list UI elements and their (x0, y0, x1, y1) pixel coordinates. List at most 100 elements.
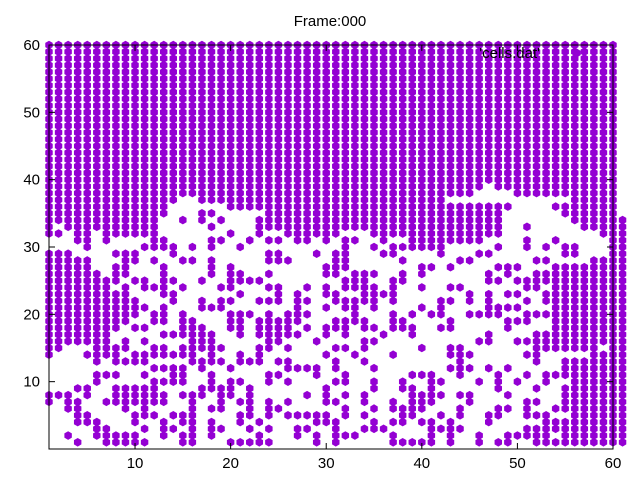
data-point (523, 141, 531, 151)
data-point (255, 215, 264, 225)
data-point (217, 128, 225, 137)
data-point (140, 108, 149, 117)
data-point (198, 390, 206, 400)
data-point (379, 168, 388, 178)
data-point (398, 417, 407, 427)
data-point (389, 283, 397, 292)
data-point (437, 101, 445, 110)
data-point (398, 316, 407, 326)
data-point (150, 209, 158, 218)
data-point (542, 87, 550, 97)
data-point (246, 134, 254, 144)
data-point (523, 316, 531, 326)
data-point (408, 411, 416, 420)
data-point (293, 363, 302, 373)
data-point (112, 384, 120, 393)
data-point (551, 182, 560, 191)
data-point (599, 155, 608, 164)
data-point (332, 289, 340, 299)
data-point (475, 87, 483, 97)
data-point (571, 289, 579, 299)
data-point (121, 155, 130, 164)
data-point (465, 209, 474, 218)
data-point (571, 357, 579, 366)
data-point (360, 182, 369, 191)
data-point (169, 350, 177, 360)
data-point (485, 74, 493, 83)
data-point (580, 47, 589, 57)
data-point (255, 417, 264, 427)
data-point (571, 269, 579, 279)
data-point (112, 262, 120, 272)
data-point (418, 188, 426, 198)
data-point (121, 74, 130, 83)
data-point (571, 323, 579, 333)
data-point (179, 310, 187, 319)
data-point (179, 411, 187, 420)
data-point (542, 256, 550, 265)
data-point (571, 87, 579, 97)
data-point (580, 437, 589, 447)
data-point (73, 411, 82, 420)
data-point (150, 155, 158, 164)
data-point (188, 81, 197, 90)
data-point (398, 114, 407, 124)
data-point (389, 202, 397, 211)
data-point (303, 168, 311, 178)
data-point (551, 54, 560, 63)
data-point (207, 343, 216, 353)
data-point (83, 148, 91, 158)
data-point (532, 101, 541, 110)
data-point (64, 81, 72, 90)
data-point (561, 175, 569, 184)
data-point (83, 269, 91, 279)
data-point (64, 87, 72, 97)
data-point (580, 215, 589, 225)
data-point (551, 283, 560, 292)
data-point (293, 108, 302, 117)
data-point (246, 357, 254, 366)
data-point (159, 350, 168, 360)
data-point (169, 101, 177, 110)
data-point (140, 276, 149, 285)
data-point (561, 81, 569, 90)
data-point (303, 390, 311, 400)
data-point (571, 262, 579, 272)
data-point (303, 411, 311, 420)
data-point (198, 330, 206, 339)
data-point (293, 195, 302, 205)
data-point (217, 424, 225, 434)
data-point (312, 195, 321, 205)
data-point (408, 235, 416, 245)
data-point (236, 316, 244, 326)
data-point (590, 155, 598, 164)
data-point (150, 60, 158, 70)
data-point (284, 114, 292, 124)
data-point (207, 155, 216, 164)
data-point (398, 74, 407, 83)
data-point (590, 108, 598, 117)
data-point (159, 276, 168, 285)
data-point (590, 182, 598, 191)
data-point (599, 175, 608, 184)
data-point (73, 175, 82, 184)
data-point (418, 182, 426, 191)
data-point (322, 128, 330, 137)
data-point (542, 128, 550, 137)
data-point (475, 377, 483, 386)
data-point (102, 54, 111, 63)
data-point (322, 148, 330, 158)
data-point (456, 81, 464, 90)
data-point (265, 202, 273, 211)
data-point (265, 141, 273, 151)
data-point (169, 330, 177, 339)
data-point (322, 94, 330, 104)
data-point (561, 101, 569, 110)
data-point (332, 202, 340, 211)
data-point (102, 128, 111, 137)
data-point (226, 229, 235, 238)
data-point (408, 182, 416, 191)
data-point (408, 54, 416, 63)
data-point (54, 296, 63, 306)
data-point (494, 108, 503, 117)
